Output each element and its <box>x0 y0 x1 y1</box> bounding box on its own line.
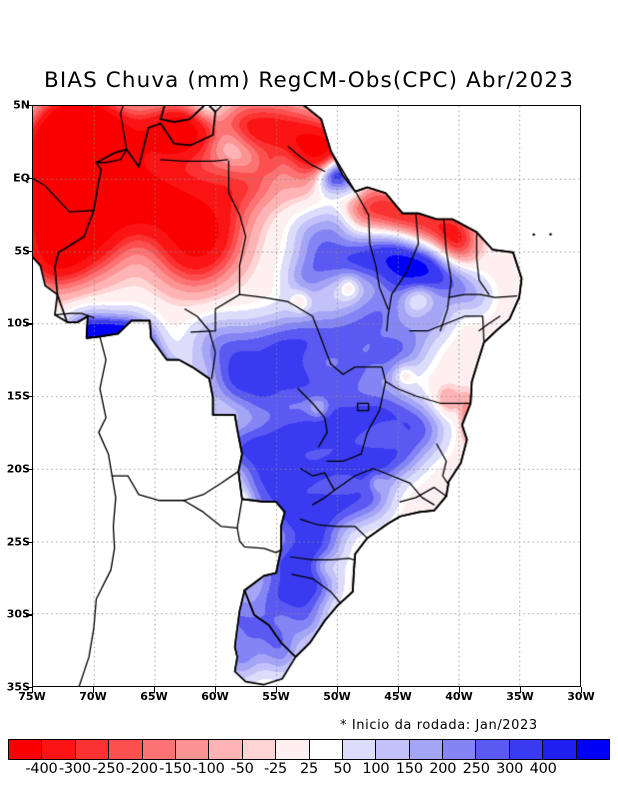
colorbar-bin <box>476 740 510 759</box>
colorbar-bin <box>142 740 176 759</box>
longitude-tick-label: 60W <box>201 690 229 703</box>
colorbar-tick-label: 150 <box>395 761 423 777</box>
colorbar-tick-label: 100 <box>362 761 390 777</box>
longitude-tick-mark <box>215 687 217 693</box>
latitude-tick-label: 30S <box>6 607 30 621</box>
page-title: BIAS Chuva (mm) RegCM-Obs(CPC) Abr/2023 <box>44 68 574 93</box>
colorbar-bin <box>543 740 577 759</box>
longitude-tick-label: 45W <box>384 690 412 703</box>
colorbar-bin <box>109 740 143 759</box>
bias-heatmap-canvas <box>33 106 580 686</box>
colorbar-bin <box>309 740 343 759</box>
latitude-tick-label: 20S <box>6 462 30 476</box>
longitude-tick-label: 30W <box>567 690 595 703</box>
colorbar-bin <box>9 740 43 759</box>
latitude-tick-mark <box>26 323 32 325</box>
colorbar-tick-label: -250 <box>92 761 125 777</box>
longitude-tick-label: 35W <box>506 690 534 703</box>
colorbar-tick-label: 50 <box>333 761 352 777</box>
colorbar-bin <box>276 740 310 759</box>
colorbar-bin <box>509 740 544 759</box>
colorbar-tick-label: -150 <box>159 761 192 777</box>
colorbar-bin <box>209 740 243 759</box>
longitude-tick-mark <box>459 687 461 693</box>
latitude-tick-label: 15S <box>6 389 30 403</box>
colorbar-bin <box>42 740 76 759</box>
colorbar-bin <box>409 740 444 759</box>
colorbar-tick-label: -25 <box>264 761 288 777</box>
latitude-tick-label: 5S <box>14 244 30 257</box>
longitude-tick-mark <box>398 687 400 693</box>
run-start-footnote: * Inicio da rodada: Jan/2023 <box>340 718 538 733</box>
latitude-tick-label: EQ <box>13 171 30 185</box>
latitude-tick-label: 35S <box>6 680 30 694</box>
colorbar <box>8 739 610 760</box>
colorbar-bin <box>75 740 110 759</box>
latitude-tick-mark <box>26 250 32 252</box>
colorbar-bin <box>443 740 477 759</box>
colorbar-tick-label: -100 <box>192 761 225 777</box>
colorbar-bin <box>576 740 610 759</box>
latitude-tick-label: 10S <box>6 316 30 330</box>
map-plot-area <box>32 105 581 687</box>
latitude-tick-label: 25S <box>6 535 30 548</box>
colorbar-bin <box>376 740 410 759</box>
longitude-tick-mark <box>32 687 34 693</box>
colorbar-tick-label: -400 <box>25 761 58 777</box>
longitude-tick-mark <box>520 687 522 693</box>
colorbar-tick-label: 200 <box>429 761 457 777</box>
longitude-tick-label: 50W <box>323 690 351 703</box>
latitude-tick-mark <box>26 541 32 543</box>
longitude-tick-mark <box>154 687 156 693</box>
longitude-tick-mark <box>93 687 95 693</box>
latitude-tick-mark <box>26 396 32 398</box>
latitude-tick-mark <box>26 468 32 471</box>
latitude-tick-label: 5N <box>13 98 30 112</box>
longitude-tick-label: 75W <box>18 690 46 703</box>
longitude-tick-label: 55W <box>262 690 290 703</box>
longitude-tick-label: 70W <box>79 690 107 703</box>
colorbar-tick-label: -300 <box>58 761 91 777</box>
colorbar-tick-label: -200 <box>125 761 158 777</box>
latitude-tick-mark <box>26 105 32 107</box>
latitude-tick-mark <box>26 687 32 689</box>
latitude-tick-mark <box>26 614 32 616</box>
colorbar-gradient <box>8 739 610 760</box>
colorbar-tick-label: -50 <box>230 761 254 777</box>
longitude-tick-label: 40W <box>445 690 473 703</box>
colorbar-tick-label: 25 <box>299 761 319 777</box>
colorbar-bin <box>242 740 277 759</box>
longitude-tick-mark <box>581 687 583 693</box>
longitude-tick-mark <box>276 687 278 693</box>
colorbar-tick-labels: -400 -300 -250 -200 -150 -100 -50 -25 25 50 100 150… <box>8 761 610 779</box>
latitude-tick-mark <box>26 177 32 180</box>
colorbar-tick-label: 250 <box>462 761 490 777</box>
colorbar-tick-label: 400 <box>529 761 557 777</box>
colorbar-bin <box>342 740 377 759</box>
colorbar-bin <box>175 740 210 759</box>
longitude-tick-mark <box>337 687 339 693</box>
colorbar-tick-label: 300 <box>496 761 524 777</box>
longitude-tick-label: 65W <box>140 690 168 703</box>
